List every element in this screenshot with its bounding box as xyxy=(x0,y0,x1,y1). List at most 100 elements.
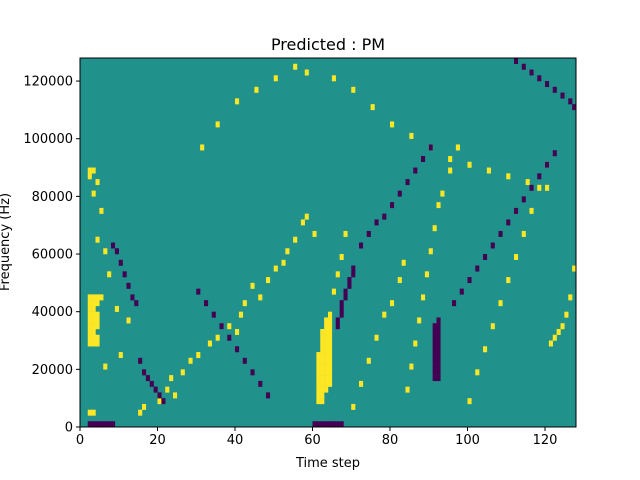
heatmap-cell-high xyxy=(95,317,100,324)
heatmap-cell-high xyxy=(324,317,329,324)
heatmap-cell-high xyxy=(328,317,333,324)
heatmap-cell-low xyxy=(537,173,542,180)
heatmap-cell-low xyxy=(266,392,271,399)
heatmap-cell-low xyxy=(111,421,116,428)
heatmap-cell-low xyxy=(99,421,104,428)
heatmap-cell-low xyxy=(95,421,100,428)
y-axis: 0 20000 40000 60000 80000 100000 120000 xyxy=(23,75,80,436)
heatmap-cell-low xyxy=(103,421,108,428)
heatmap-cell-high xyxy=(91,300,96,307)
heatmap-cell-high xyxy=(293,63,298,70)
heatmap-cell-low xyxy=(335,421,340,428)
heatmap-cell-high xyxy=(126,317,131,324)
heatmap-cell-high xyxy=(91,311,96,318)
heatmap-cell-low xyxy=(118,259,123,266)
y-axis-label: Frequency (Hz) xyxy=(0,193,13,291)
heatmap-cell-high xyxy=(343,230,348,237)
heatmap-cell-high xyxy=(545,184,550,191)
heatmap-cell-high xyxy=(490,323,495,330)
heatmap-cell-low xyxy=(324,421,329,428)
heatmap-cell-low xyxy=(475,265,480,272)
heatmap-cell-high xyxy=(316,398,321,405)
heatmap-cell-high xyxy=(351,86,356,93)
heatmap-cell-high xyxy=(455,144,460,151)
heatmap-cell-high xyxy=(95,179,100,186)
heatmap-cell-high xyxy=(328,334,333,341)
heatmap-cell-low xyxy=(219,323,224,330)
heatmap-cell-high xyxy=(405,386,410,393)
x-tick-label: 60 xyxy=(304,433,321,448)
heatmap-cell-high xyxy=(324,334,329,341)
heatmap-cell-low xyxy=(258,380,263,387)
plot-frame xyxy=(79,57,577,428)
heatmap-cell-high xyxy=(382,311,387,318)
y-tick-label: 80000 xyxy=(32,190,73,205)
heatmap-cell-high xyxy=(103,248,108,255)
heatmap-cell-low xyxy=(359,242,364,249)
heatmap-cell-high xyxy=(87,317,92,324)
heatmap-cell-high xyxy=(564,311,569,318)
heatmap-cell-high xyxy=(390,121,395,128)
heatmap-cell-low xyxy=(145,375,150,382)
heatmap-cell-high xyxy=(529,207,534,214)
heatmap-cell-high xyxy=(235,98,240,105)
heatmap-cell-low xyxy=(436,369,441,376)
heatmap-cell-high xyxy=(351,403,356,410)
heatmap-cell-high xyxy=(107,271,112,278)
heatmap-cell-high xyxy=(91,323,96,330)
heatmap-cell-high xyxy=(87,311,92,318)
heatmap-cell-low xyxy=(514,58,519,64)
heatmap-cell-high xyxy=(188,357,193,364)
heatmap-cell-high xyxy=(324,328,329,335)
heatmap-cell-high xyxy=(320,346,325,353)
heatmap-cell-high xyxy=(328,380,333,387)
heatmap-cell-high xyxy=(250,282,255,289)
heatmap-cell-high xyxy=(87,305,92,312)
heatmap-cell-high xyxy=(316,352,321,359)
heatmap-cell-high xyxy=(87,167,92,174)
heatmap-cell-high xyxy=(525,179,530,186)
heatmap-cell-high xyxy=(91,409,96,416)
heatmap-cell-low xyxy=(235,346,240,353)
heatmap-cell-high xyxy=(514,254,519,260)
heatmap-cell-high xyxy=(432,225,437,232)
heatmap-cell-high xyxy=(320,328,325,335)
x-tick-label: 100 xyxy=(455,433,480,448)
heatmap-cell-high xyxy=(169,375,174,382)
heatmap-cell-high xyxy=(428,248,433,255)
heatmap-cell-low xyxy=(483,254,488,260)
heatmap-cell-low xyxy=(432,369,437,376)
heatmap-cell-low xyxy=(436,363,441,370)
heatmap-cell-high xyxy=(87,409,92,416)
heatmap-cell-high xyxy=(328,311,333,318)
heatmap-cells xyxy=(87,58,577,428)
heatmap-cell-high xyxy=(421,294,426,301)
heatmap-cell-low xyxy=(111,242,116,249)
heatmap-cell-high xyxy=(436,202,441,209)
heatmap-cell-low xyxy=(436,340,441,347)
heatmap-cell-high xyxy=(293,236,298,243)
heatmap-cell-low xyxy=(432,323,437,330)
heatmap-cell-high xyxy=(328,323,333,330)
heatmap-cell-high xyxy=(235,328,240,335)
heatmap-cell-high xyxy=(448,156,453,162)
heatmap-cell-high xyxy=(138,409,143,416)
heatmap-cell-low xyxy=(436,317,441,324)
heatmap-cell-high xyxy=(537,184,542,191)
heatmap-cell-high xyxy=(87,334,92,341)
heatmap-cell-high xyxy=(486,167,491,174)
heatmap-cell-high xyxy=(320,375,325,382)
heatmap-cell-high xyxy=(506,173,511,180)
heatmap-cell-high xyxy=(316,357,321,364)
heatmap-cell-low xyxy=(114,248,119,255)
heatmap-cell-high xyxy=(409,363,414,370)
heatmap-cell-high xyxy=(320,380,325,387)
heatmap-cell-high xyxy=(91,328,96,335)
heatmap-cell-low xyxy=(397,190,402,197)
heatmap-cell-low xyxy=(514,207,519,214)
heatmap-cell-low xyxy=(436,328,441,335)
heatmap-cell-high xyxy=(285,248,290,255)
heatmap-cell-low xyxy=(432,352,437,359)
heatmap-cell-low xyxy=(366,230,371,237)
heatmap-cell-low xyxy=(560,92,565,99)
